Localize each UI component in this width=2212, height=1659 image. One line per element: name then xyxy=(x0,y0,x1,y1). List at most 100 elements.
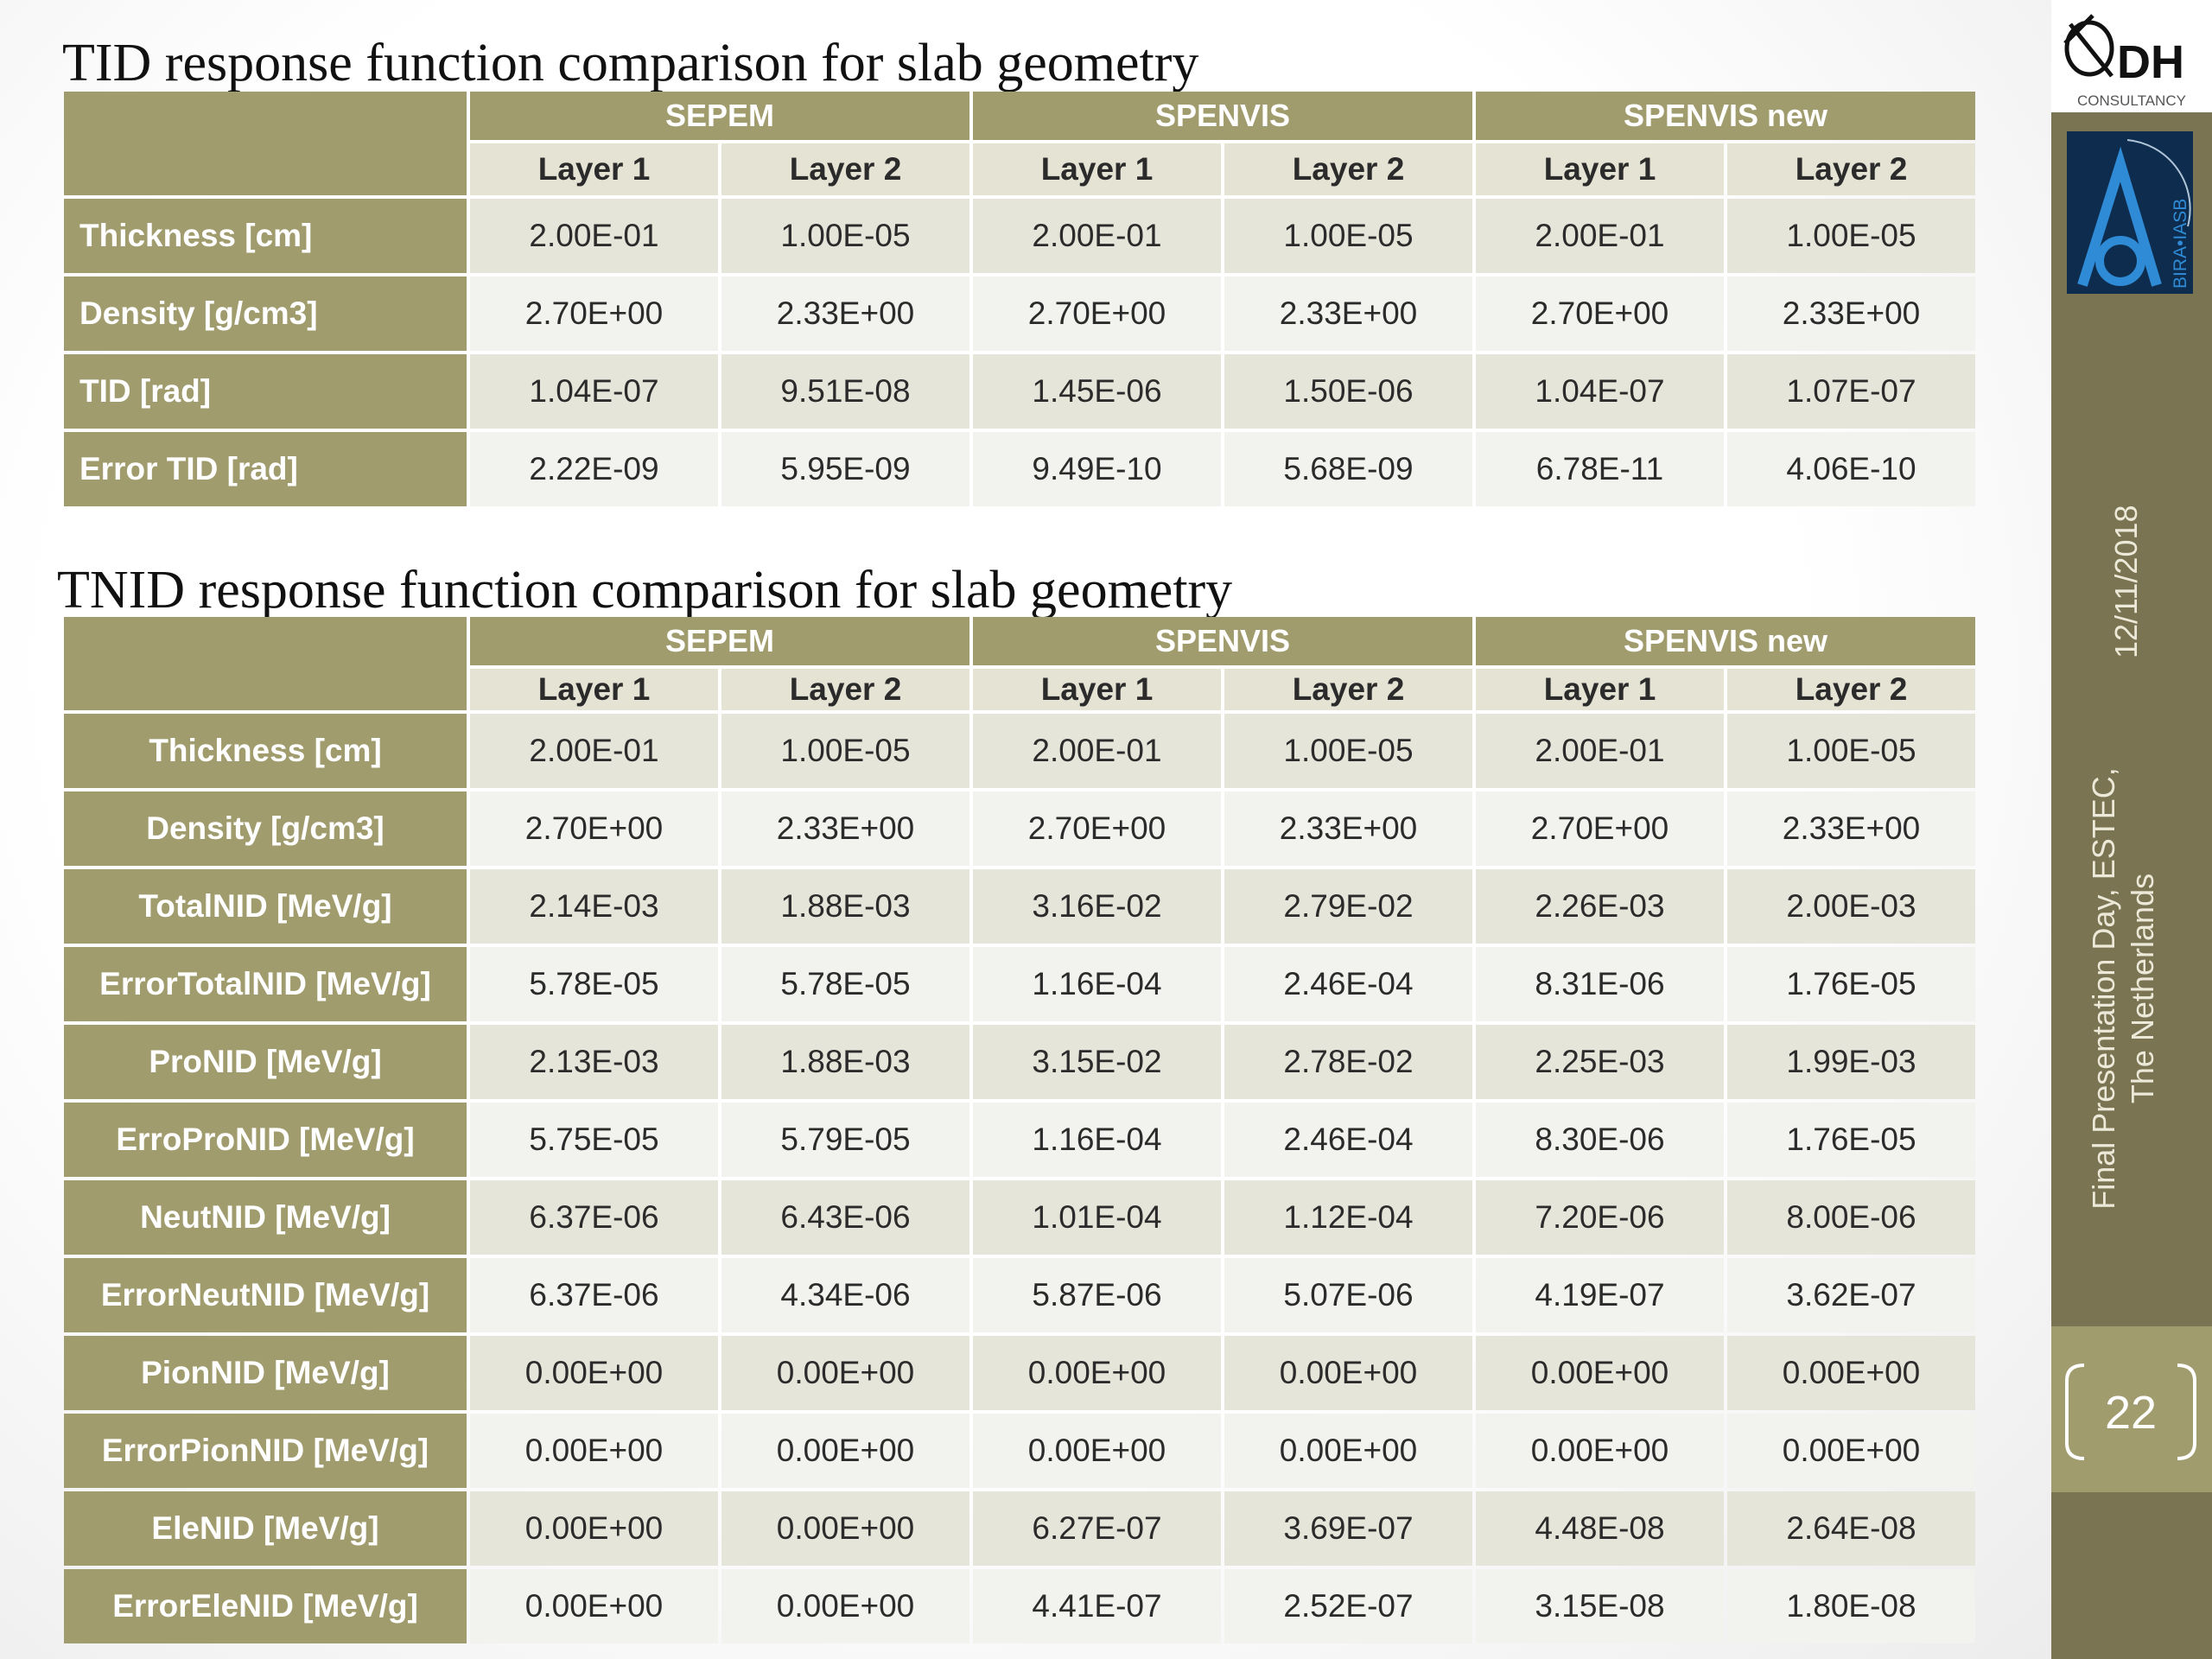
table-cell: 1.16E-04 xyxy=(973,947,1221,1021)
table-cell: 5.07E-06 xyxy=(1224,1258,1472,1332)
table-cell: 1.00E-05 xyxy=(1224,199,1472,273)
table-cell: 2.79E-02 xyxy=(1224,869,1472,944)
tnid-comparison-table: SEPEM SPENVIS SPENVIS new Layer 1 Layer … xyxy=(60,613,1979,1647)
table-cell: 4.06E-10 xyxy=(1727,432,1975,506)
row-label: Error TID [rad] xyxy=(64,432,467,506)
table-row: Thickness [cm] 2.00E-01 1.00E-05 2.00E-0… xyxy=(64,714,1975,788)
row-label: Density [g/cm3] xyxy=(64,276,467,351)
table-cell: 0.00E+00 xyxy=(721,1336,969,1410)
table-cell: 8.00E-06 xyxy=(1727,1180,1975,1255)
table-cell: 3.69E-07 xyxy=(1224,1491,1472,1566)
layer-header: Layer 1 xyxy=(1476,669,1724,710)
table-cell: 1.00E-05 xyxy=(721,714,969,788)
table-cell: 2.00E-01 xyxy=(470,199,718,273)
table-cell: 0.00E+00 xyxy=(1476,1336,1724,1410)
table-cell: 6.27E-07 xyxy=(973,1491,1221,1566)
presentation-date: 12/11/2018 xyxy=(2108,505,2144,658)
table-cell: 2.33E+00 xyxy=(1727,276,1975,351)
table-cell: 2.46E-04 xyxy=(1224,947,1472,1021)
svg-text:DH: DH xyxy=(2117,36,2184,88)
layer-header: Layer 1 xyxy=(973,669,1221,710)
page-number: 22 xyxy=(2104,1387,2158,1439)
table-cell: 0.00E+00 xyxy=(470,1336,718,1410)
table-cell: 1.80E-08 xyxy=(1727,1569,1975,1643)
row-label: Density [g/cm3] xyxy=(64,791,467,866)
table-row: Error TID [rad] 2.22E-09 5.95E-09 9.49E-… xyxy=(64,432,1975,506)
row-label: TID [rad] xyxy=(64,354,467,429)
table-row: EleNID [MeV/g] 0.00E+00 0.00E+00 6.27E-0… xyxy=(64,1491,1975,1566)
table-cell: 2.00E-01 xyxy=(1476,199,1724,273)
table-cell: 1.00E-05 xyxy=(1224,714,1472,788)
table-cell: 0.00E+00 xyxy=(1224,1336,1472,1410)
tnid-table-title: TNID response function comparison for sl… xyxy=(57,561,1233,620)
group-header-spenvis: SPENVIS xyxy=(973,92,1472,140)
table-row: NeutNID [MeV/g] 6.37E-06 6.43E-06 1.01E-… xyxy=(64,1180,1975,1255)
table-cell: 0.00E+00 xyxy=(1727,1336,1975,1410)
table-cell: 2.22E-09 xyxy=(470,432,718,506)
layer-header: Layer 2 xyxy=(1224,669,1472,710)
group-header-spenvis: SPENVIS xyxy=(973,617,1472,665)
table-cell: 1.50E-06 xyxy=(1224,354,1472,429)
table-cell: 3.15E-02 xyxy=(973,1025,1221,1099)
table-corner xyxy=(64,92,467,195)
row-label: Thickness [cm] xyxy=(64,714,467,788)
table-cell: 2.26E-03 xyxy=(1476,869,1724,944)
table-corner xyxy=(64,617,467,710)
table-cell: 2.00E-01 xyxy=(973,714,1221,788)
layer-header: Layer 1 xyxy=(1476,143,1724,195)
table-cell: 0.00E+00 xyxy=(1224,1414,1472,1488)
table-cell: 2.33E+00 xyxy=(1224,791,1472,866)
event-line-2: The Netherlands xyxy=(2125,873,2160,1104)
layer-header: Layer 1 xyxy=(973,143,1221,195)
table-cell: 2.13E-03 xyxy=(470,1025,718,1099)
table-cell: 0.00E+00 xyxy=(721,1414,969,1488)
layer-header: Layer 2 xyxy=(1727,669,1975,710)
table-cell: 0.00E+00 xyxy=(721,1491,969,1566)
group-header-sepem: SEPEM xyxy=(470,617,969,665)
table-cell: 4.34E-06 xyxy=(721,1258,969,1332)
table-cell: 4.19E-07 xyxy=(1476,1258,1724,1332)
table-cell: 9.49E-10 xyxy=(973,432,1221,506)
table-cell: 2.46E-04 xyxy=(1224,1103,1472,1177)
table-cell: 1.00E-05 xyxy=(1727,199,1975,273)
table-cell: 9.51E-08 xyxy=(721,354,969,429)
table-cell: 2.14E-03 xyxy=(470,869,718,944)
table-cell: 6.37E-06 xyxy=(470,1180,718,1255)
table-cell: 0.00E+00 xyxy=(1727,1414,1975,1488)
table-row: ErrorEleNID [MeV/g] 0.00E+00 0.00E+00 4.… xyxy=(64,1569,1975,1643)
table-cell: 2.33E+00 xyxy=(1224,276,1472,351)
table-cell: 1.12E-04 xyxy=(1224,1180,1472,1255)
table-cell: 2.00E-01 xyxy=(973,199,1221,273)
table-cell: 3.15E-08 xyxy=(1476,1569,1724,1643)
layer-header: Layer 2 xyxy=(1727,143,1975,195)
table-cell: 0.00E+00 xyxy=(973,1414,1221,1488)
table-cell: 5.78E-05 xyxy=(470,947,718,1021)
row-label: TotalNID [MeV/g] xyxy=(64,869,467,944)
row-label: ErrorPionNID [MeV/g] xyxy=(64,1414,467,1488)
logo-band xyxy=(2051,0,2212,112)
table-cell: 5.75E-05 xyxy=(470,1103,718,1177)
table-cell: 1.16E-04 xyxy=(973,1103,1221,1177)
layer-header: Layer 2 xyxy=(1224,143,1472,195)
tid-table-title: TID response function comparison for sla… xyxy=(62,34,1199,92)
table-cell: 2.00E-01 xyxy=(470,714,718,788)
table-cell: 8.30E-06 xyxy=(1476,1103,1724,1177)
table-cell: 5.95E-09 xyxy=(721,432,969,506)
table-cell: 0.00E+00 xyxy=(973,1336,1221,1410)
dh-consultancy-logo: DH CONSULTANCY xyxy=(2063,14,2186,109)
layer-header: Layer 1 xyxy=(470,143,718,195)
row-label: Thickness [cm] xyxy=(64,199,467,273)
table-cell: 3.62E-07 xyxy=(1727,1258,1975,1332)
layer-header: Layer 2 xyxy=(721,669,969,710)
row-label: ErrorNeutNID [MeV/g] xyxy=(64,1258,467,1332)
table-cell: 4.41E-07 xyxy=(973,1569,1221,1643)
table-cell: 6.37E-06 xyxy=(470,1258,718,1332)
table-cell: 1.88E-03 xyxy=(721,1025,969,1099)
layer-header: Layer 2 xyxy=(721,143,969,195)
table-cell: 1.45E-06 xyxy=(973,354,1221,429)
table-cell: 2.70E+00 xyxy=(973,276,1221,351)
table-cell: 1.01E-04 xyxy=(973,1180,1221,1255)
table-cell: 6.43E-06 xyxy=(721,1180,969,1255)
layer-header: Layer 1 xyxy=(470,669,718,710)
table-cell: 2.52E-07 xyxy=(1224,1569,1472,1643)
